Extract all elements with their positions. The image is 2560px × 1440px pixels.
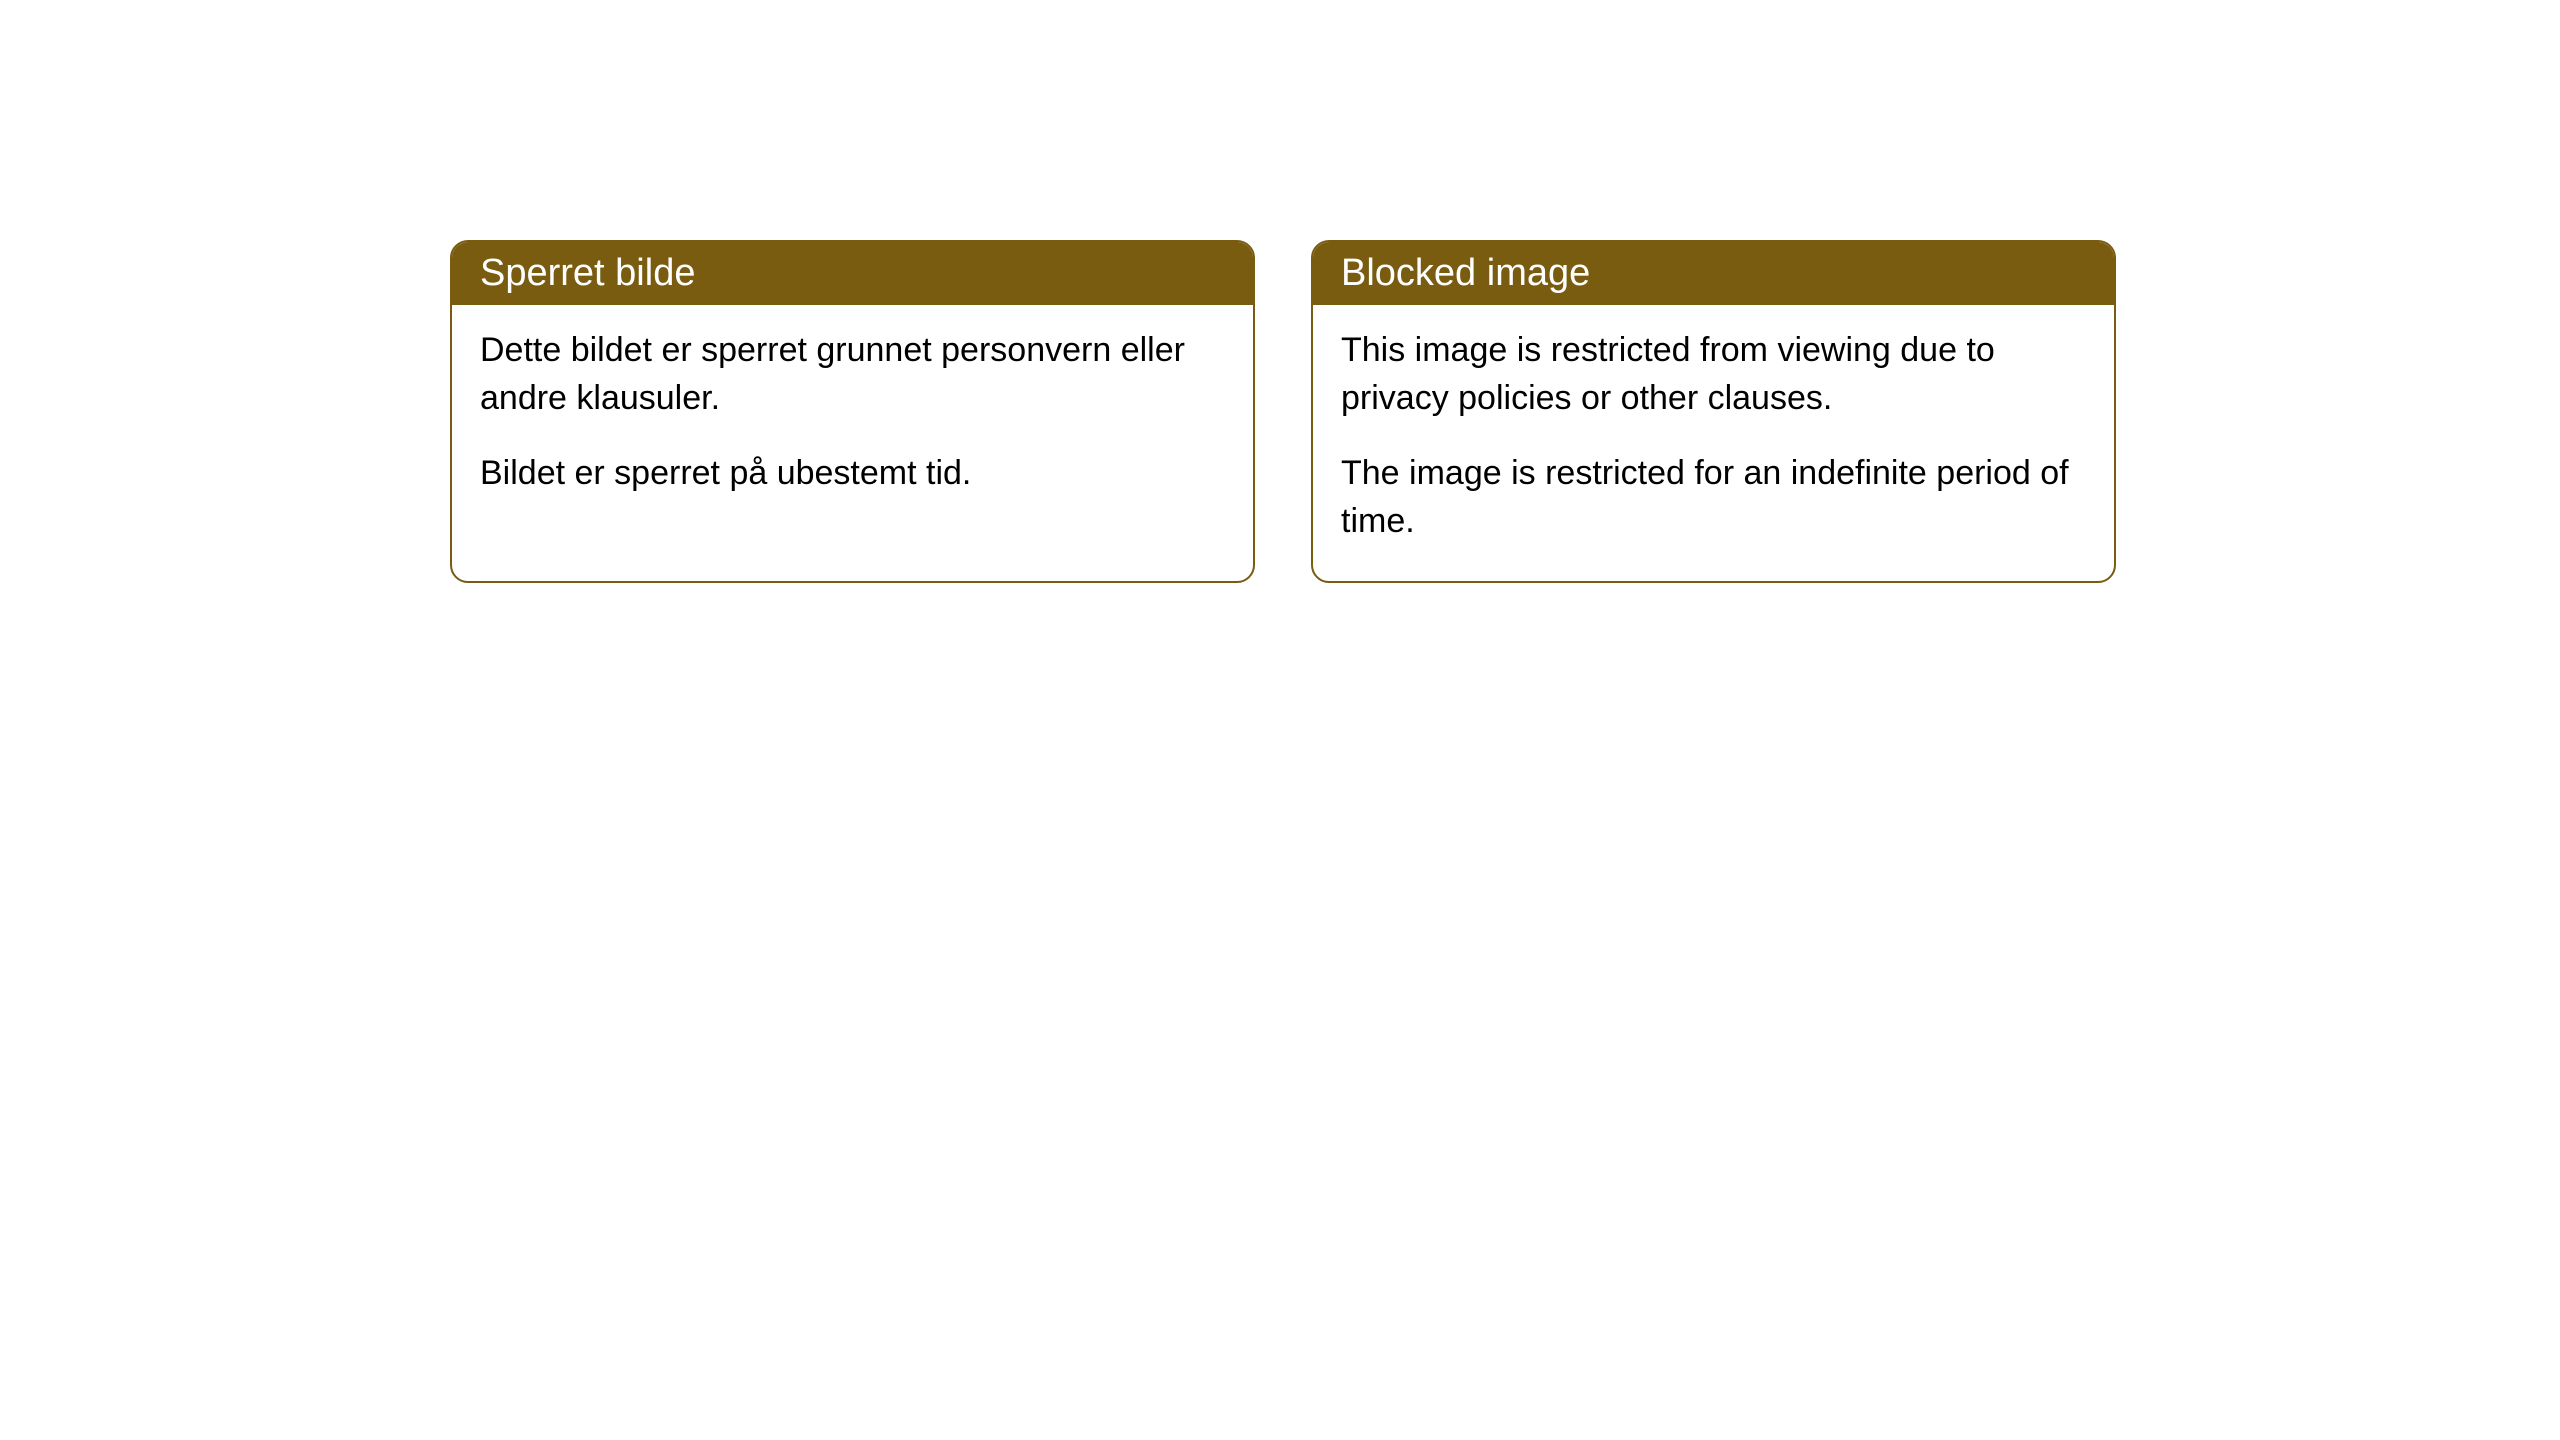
card-paragraph: This image is restricted from viewing du… (1341, 327, 2086, 422)
cards-container: Sperret bilde Dette bildet er sperret gr… (450, 240, 2116, 583)
card-body: Dette bildet er sperret grunnet personve… (452, 305, 1253, 534)
card-header: Blocked image (1313, 242, 2114, 305)
card-title: Blocked image (1341, 252, 1590, 294)
blocked-image-card-norwegian: Sperret bilde Dette bildet er sperret gr… (450, 240, 1255, 583)
blocked-image-card-english: Blocked image This image is restricted f… (1311, 240, 2116, 583)
card-body: This image is restricted from viewing du… (1313, 305, 2114, 581)
card-paragraph: Dette bildet er sperret grunnet personve… (480, 327, 1225, 422)
card-paragraph: The image is restricted for an indefinit… (1341, 450, 2086, 545)
card-header: Sperret bilde (452, 242, 1253, 305)
card-paragraph: Bildet er sperret på ubestemt tid. (480, 450, 1225, 498)
card-title: Sperret bilde (480, 252, 695, 294)
